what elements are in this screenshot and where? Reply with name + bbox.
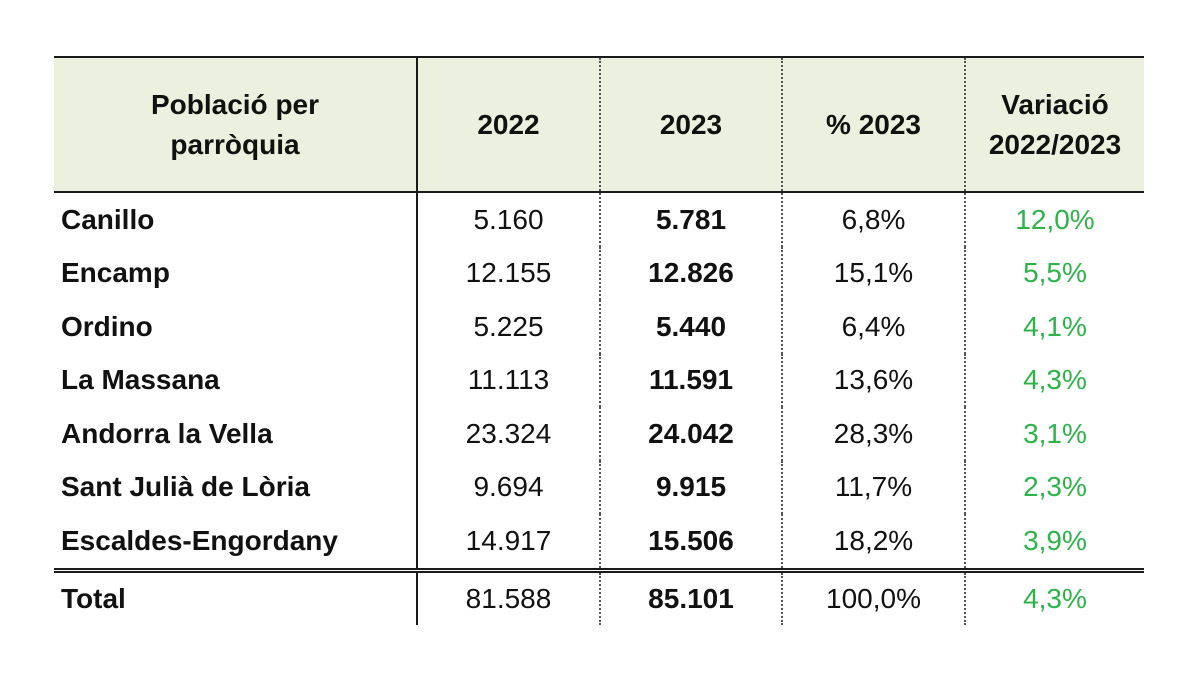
value-2022: 11.113 [416, 353, 600, 407]
value-2022: 5.160 [416, 192, 600, 247]
value-2023: 15.506 [599, 514, 782, 570]
value-pct-2023: 6,8% [781, 192, 965, 247]
value-variation: 5,5% [964, 246, 1144, 300]
value-variation: 4,1% [964, 300, 1144, 354]
header-row: Població per parròquia 2022 2023 % 2023 … [54, 56, 1144, 193]
header-parish-line2: parròquia [170, 128, 300, 160]
value-2022: 23.324 [416, 407, 600, 461]
parish-name: Canillo [61, 203, 155, 235]
value-pct-2023: 11,7% [781, 460, 965, 514]
value-2023: 11.591 [599, 353, 782, 407]
header-2022: 2022 [416, 56, 600, 193]
table-row: La Massana 11.113 11.591 13,6% 4,3% [54, 353, 1144, 407]
value-variation: 3,9% [964, 514, 1144, 570]
value-2022: 14.917 [416, 514, 600, 570]
value-pct-2023: 18,2% [781, 514, 965, 570]
value-pct-2023: 13,6% [781, 353, 965, 407]
table-row: Sant Julià de Lòria 9.694 9.915 11,7% 2,… [54, 460, 1144, 514]
value-2023: 5.781 [599, 192, 782, 247]
header-variation: Variació 2022/2023 [964, 56, 1144, 193]
population-table-container: Població per parròquia 2022 2023 % 2023 … [54, 56, 1144, 625]
header-pct-2023: % 2023 [781, 56, 965, 193]
table-row: Andorra la Vella 23.324 24.042 28,3% 3,1… [54, 407, 1144, 461]
header-parish-line1: Població per [150, 88, 320, 120]
parish-name: Andorra la Vella [61, 417, 273, 449]
value-pct-2023: 15,1% [781, 246, 965, 300]
table-row: Escaldes-Engordany 14.917 15.506 18,2% 3… [54, 514, 1144, 570]
value-pct-2023: 6,4% [781, 300, 965, 354]
value-pct-2023: 28,3% [781, 407, 965, 461]
header-variation-line2: 2022/2023 [988, 128, 1122, 160]
header-2023: 2023 [599, 56, 782, 193]
value-2023: 5.440 [599, 300, 782, 354]
value-variation: 2,3% [964, 460, 1144, 514]
value-2023: 9.915 [599, 460, 782, 514]
value-variation: 12,0% [964, 192, 1144, 247]
value-2022: 9.694 [416, 460, 600, 514]
parish-name: Escaldes-Engordany [61, 524, 338, 556]
total-label: Total [54, 567, 417, 625]
value-variation: 4,3% [964, 353, 1144, 407]
table-row: Canillo 5.160 5.781 6,8% 12,0% [54, 192, 1144, 247]
value-2022: 12.155 [416, 246, 600, 300]
total-2022: 81.588 [416, 567, 600, 625]
parish-name: Encamp [61, 257, 170, 289]
value-2023: 12.826 [599, 246, 782, 300]
table-row: Encamp 12.155 12.826 15,1% 5,5% [54, 246, 1144, 300]
total-row: Total 81.588 85.101 100,0% 4,3% [54, 567, 1144, 625]
parish-name: Sant Julià de Lòria [61, 471, 310, 503]
value-2023: 24.042 [599, 407, 782, 461]
value-2022: 5.225 [416, 300, 600, 354]
header-parish: Població per parròquia [54, 56, 417, 193]
total-2023: 85.101 [599, 567, 782, 625]
parish-name: La Massana [61, 364, 220, 396]
parish-name: Ordino [61, 310, 153, 342]
population-table: Població per parròquia 2022 2023 % 2023 … [54, 56, 1144, 625]
table-row: Ordino 5.225 5.440 6,4% 4,1% [54, 300, 1144, 354]
header-variation-line1: Variació [1001, 88, 1109, 120]
total-pct-2023: 100,0% [781, 567, 965, 625]
total-variation: 4,3% [964, 567, 1144, 625]
value-variation: 3,1% [964, 407, 1144, 461]
